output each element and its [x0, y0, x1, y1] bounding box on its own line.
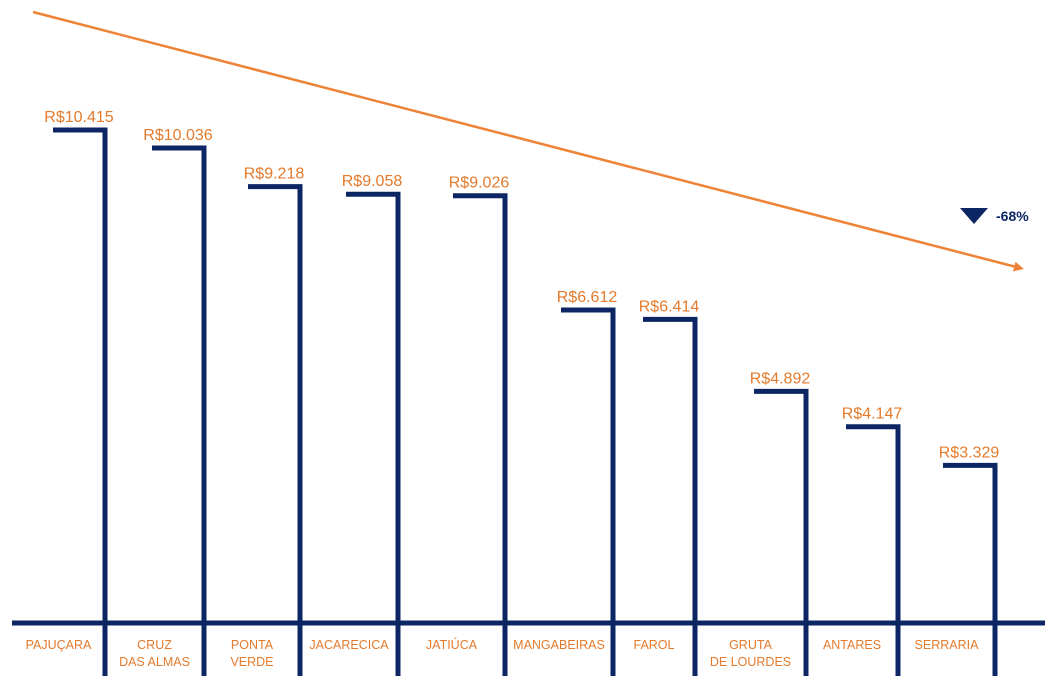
trend-arrow	[32, 10, 1024, 272]
bars-layer	[53, 127, 998, 676]
bar	[754, 388, 809, 623]
category-label: PONTA	[231, 638, 274, 652]
bar	[453, 193, 508, 623]
bar	[846, 424, 901, 623]
trend-layer: -68%	[32, 10, 1029, 272]
data-label: R$6.414	[639, 298, 700, 315]
data-label: R$9.058	[342, 173, 403, 190]
category-label: JATIÚCA	[426, 637, 478, 652]
category-label: DE LOURDES	[710, 655, 791, 669]
category-label: DAS ALMAS	[119, 655, 190, 669]
data-label: R$10.415	[44, 109, 113, 126]
category-label: ANTARES	[823, 638, 881, 652]
data-label: R$10.036	[143, 127, 212, 144]
bar	[561, 307, 616, 623]
bar	[53, 127, 108, 623]
change-label: -68%	[996, 208, 1029, 224]
bar	[248, 184, 303, 623]
bar	[152, 145, 207, 623]
labels-layer: R$10.415 PAJUÇARA R$10.036 CRUZ DAS ALMAS R$9…	[26, 109, 1000, 669]
data-label: R$4.147	[842, 406, 903, 423]
data-label: R$6.612	[557, 289, 618, 306]
bar	[643, 316, 698, 623]
data-label: R$3.329	[939, 444, 1000, 461]
category-label: VERDE	[230, 655, 273, 669]
data-label: R$9.218	[244, 166, 305, 183]
category-label: SERRARIA	[915, 638, 980, 652]
down-triangle-icon	[960, 208, 988, 224]
bar	[943, 462, 998, 623]
category-label: PAJUÇARA	[26, 638, 92, 652]
category-label: MANGABEIRAS	[513, 638, 605, 652]
data-label: R$4.892	[750, 370, 811, 387]
category-label: FAROL	[634, 638, 675, 652]
data-label: R$9.026	[449, 175, 510, 192]
category-label: JACARECICA	[309, 638, 389, 652]
category-label: CRUZ	[137, 638, 172, 652]
category-label: GRUTA	[729, 638, 772, 652]
bar	[346, 191, 401, 623]
